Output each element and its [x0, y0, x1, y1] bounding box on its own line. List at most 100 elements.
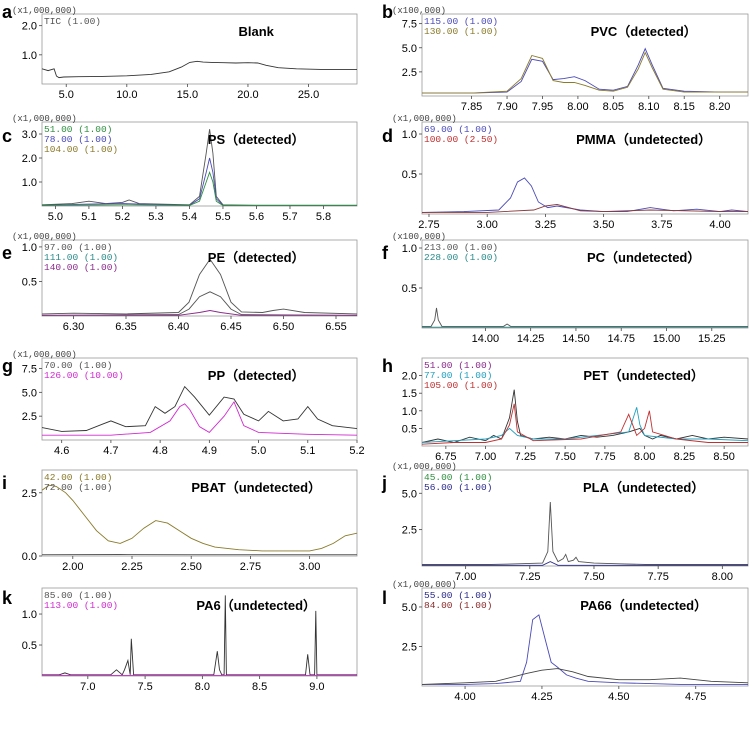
panel-label: f — [382, 243, 389, 263]
panel-g: g(x1,000,000) 4.6 4.7 4.8 4.9 5.0 5.1 5.2 2.5 5.0… — [2, 350, 365, 457]
series-4200 — [42, 484, 357, 552]
legend-entry: 228.00 (1.00) — [424, 252, 498, 263]
legend-entry: 42.00 (1.00) — [44, 472, 112, 483]
x-tick-label: 5.2 — [349, 445, 364, 457]
x-tick-label: 3.00 — [476, 219, 497, 231]
x-tick-label: 7.25 — [519, 571, 540, 583]
panel-title: PA66（undetected） — [580, 598, 707, 613]
plot-frame — [421, 469, 749, 567]
panel-k: k 7.0 7.5 8.0 8.5 9.0 0.5 1.0 85.00 (1.00)113.00… — [2, 587, 358, 693]
panel-title: PMMA（undetected） — [576, 132, 711, 147]
x-tick-label: 8.10 — [638, 101, 659, 113]
y-tick-label: 2.5 — [402, 67, 417, 79]
y-tick-label: 1.0 — [402, 406, 417, 418]
legend-entry: 70.00 (1.00) — [44, 360, 112, 371]
legend-entry: 55.00 (1.00) — [424, 590, 492, 601]
panel-label: e — [2, 243, 12, 263]
legend-entry: 115.00 (1.00) — [424, 16, 498, 27]
panel-label: c — [2, 126, 12, 146]
x-tick-label: 4.00 — [454, 691, 475, 703]
x-tick-label: 15.25 — [698, 333, 726, 345]
y-tick-label: 5.0 — [402, 43, 417, 55]
y-tick-label: 1.0 — [402, 243, 417, 255]
x-tick-label: 3.25 — [535, 219, 556, 231]
panel-d: d (x1,000,000) 2.75 3.00 3.25 3.50 3.75 4.00 0.5… — [382, 114, 749, 231]
x-tick-label: 5.5 — [215, 211, 230, 223]
y-tick-label: 1.0 — [22, 609, 37, 621]
legend-entry: 104.00 (1.00) — [44, 144, 118, 155]
series-14000 — [42, 310, 357, 316]
series-11100 — [42, 291, 357, 316]
y-tick-label: 0.5 — [402, 283, 417, 295]
series-4500 — [422, 501, 748, 565]
x-tick-label: 6.75 — [435, 451, 456, 463]
series-13000 — [422, 51, 748, 94]
series-7800 — [42, 157, 357, 206]
x-tick-label: 5.6 — [249, 211, 264, 223]
x-tick-label: 10.0 — [116, 89, 137, 101]
x-tick-label: 6.45 — [220, 321, 241, 333]
x-tick-label: 5.2 — [115, 211, 130, 223]
x-tick-label: 5.7 — [282, 211, 297, 223]
y-tick-label: 2.5 — [22, 411, 37, 423]
x-tick-label: 5.1 — [300, 445, 315, 457]
series-12600 — [42, 400, 357, 436]
x-tick-label: 4.50 — [608, 691, 629, 703]
y-scale-label: (x100,000) — [392, 6, 446, 16]
series-7700 — [422, 407, 748, 443]
panel-j: j (x1,000,000) 7.00 7.25 7.50 7.75 8.00 2.5 5.0 4… — [381, 462, 749, 583]
panel-e: e(x1,000,000) 6.30 6.35 6.40 6.45 6.50 6.55 0.5… — [2, 232, 358, 333]
y-scale-label: (x1,000,000) — [392, 580, 457, 590]
panel-i: i 2.00 2.25 2.50 2.75 3.00 0.0 2.5 42.00 (1.00)7… — [2, 469, 358, 573]
x-tick-label: 8.00 — [634, 451, 655, 463]
y-tick-label: 1.0 — [22, 242, 37, 254]
panel-title: PVC（detected） — [591, 24, 697, 39]
x-tick-label: 4.75 — [685, 691, 706, 703]
panel-label: k — [2, 588, 13, 608]
x-tick-label: 4.6 — [54, 445, 69, 457]
y-tick-label: 1.5 — [402, 388, 417, 400]
x-tick-label: 6.50 — [273, 321, 294, 333]
x-tick-label: 7.00 — [475, 451, 496, 463]
panel-title: PE（detected） — [208, 250, 305, 265]
panel-label: j — [381, 473, 387, 493]
series-6900 — [422, 177, 748, 213]
legend-entry: 126.00 (10.00) — [44, 370, 124, 381]
panel-title: PP（detected） — [208, 368, 305, 383]
y-tick-label: 0.5 — [402, 423, 417, 435]
series-11500 — [422, 47, 748, 94]
x-tick-label: 14.50 — [562, 333, 590, 345]
x-tick-label: 4.9 — [202, 445, 217, 457]
y-tick-label: 2.0 — [22, 153, 37, 165]
x-tick-label: 14.25 — [517, 333, 545, 345]
panel-label: g — [2, 356, 13, 376]
x-tick-label: 8.0 — [195, 681, 210, 693]
legend-entry: 51.00 (1.00) — [44, 124, 112, 135]
legend-entry: 105.00 (1.00) — [424, 380, 498, 391]
x-tick-label: 5.0 — [251, 445, 266, 457]
series-10000 — [422, 203, 748, 213]
x-tick-label: 25.0 — [298, 89, 319, 101]
y-scale-label: (x1,000,000) — [392, 114, 457, 124]
y-tick-label: 2.5 — [402, 641, 417, 653]
y-scale-label: (x100,000) — [392, 232, 446, 242]
plot-frame — [421, 587, 749, 687]
y-tick-label: 2.0 — [22, 21, 37, 33]
plot-frame — [41, 587, 358, 677]
x-tick-label: 14.00 — [472, 333, 500, 345]
y-tick-label: 5.0 — [402, 602, 417, 614]
x-tick-label: 15.00 — [653, 333, 681, 345]
y-tick-label: 1.0 — [402, 129, 417, 141]
x-tick-label: 7.5 — [137, 681, 152, 693]
panel-title: Blank — [238, 24, 274, 39]
x-tick-label: 5.0 — [48, 211, 63, 223]
panel-title: PBAT（undetected） — [191, 480, 321, 495]
series-9700 — [42, 258, 357, 315]
y-scale-label: (x1,000,000) — [12, 232, 77, 242]
panel-a: a (x1,000,000) 5.0 10.0 15.0 20.0 25.0 1.0 2.0 TI… — [2, 2, 358, 101]
plot-frame — [421, 357, 749, 447]
x-tick-label: 3.00 — [299, 561, 320, 573]
panel-label: l — [382, 588, 387, 608]
x-tick-label: 6.55 — [325, 321, 346, 333]
